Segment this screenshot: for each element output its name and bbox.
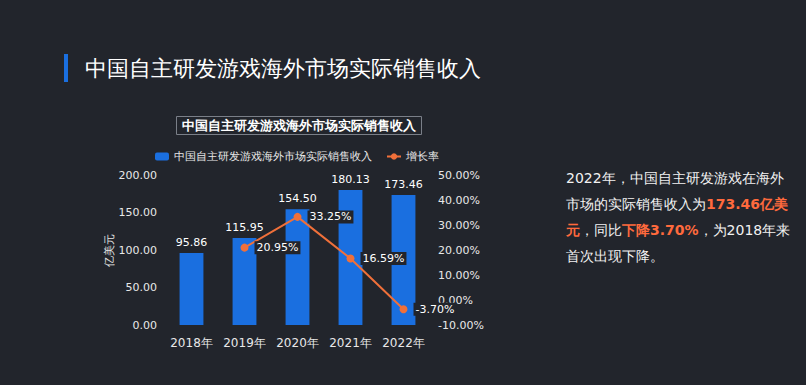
svg-text:中国自主研发游戏海外市场实际销售收入: 中国自主研发游戏海外市场实际销售收入 — [174, 150, 372, 163]
svg-text:20.00%: 20.00% — [438, 244, 480, 257]
svg-text:154.50: 154.50 — [278, 192, 317, 205]
svg-text:150.00: 150.00 — [119, 206, 158, 219]
svg-text:115.95: 115.95 — [225, 221, 264, 234]
svg-text:中国自主研发游戏海外市场实际销售收入: 中国自主研发游戏海外市场实际销售收入 — [182, 118, 417, 133]
svg-text:16.59%: 16.59% — [363, 252, 405, 265]
svg-text:2018年: 2018年 — [170, 336, 213, 350]
svg-text:-10.00%: -10.00% — [438, 319, 484, 332]
html-text:2022年，中国自主研发游戏在海外市场的实际销售收入为173: 2022年，中国自主研发游戏在海外市场的实际销售收入为173.46亿美元，同比下… — [566, 170, 791, 264]
svg-text:中国自主研发游戏海外市场实际销售收入: 中国自主研发游戏海外市场实际销售收入 — [85, 56, 481, 81]
svg-text:200.00: 200.00 — [119, 169, 158, 182]
svg-text:173.46: 173.46 — [384, 178, 423, 191]
svg-text:33.25%: 33.25% — [310, 210, 352, 223]
svg-text:-3.70%: -3.70% — [416, 303, 455, 316]
svg-text:2020年: 2020年 — [276, 336, 319, 350]
svg-text:30.00%: 30.00% — [438, 219, 480, 232]
svg-text:0.00%: 0.00% — [438, 293, 473, 307]
svg-text:亿美元: 亿美元 — [103, 234, 116, 268]
svg-text:50.00: 50.00 — [126, 281, 158, 294]
svg-text:10.00%: 10.00% — [438, 269, 480, 282]
svg-text:2021年: 2021年 — [329, 336, 372, 350]
svg-text:20.95%: 20.95% — [257, 241, 299, 254]
svg-text:增长率: 增长率 — [405, 150, 439, 163]
svg-text:100.00: 100.00 — [119, 244, 158, 257]
svg-text:2022年: 2022年 — [382, 336, 425, 350]
svg-text:2019年: 2019年 — [223, 336, 266, 350]
svg-text:40.00%: 40.00% — [438, 194, 480, 207]
svg-text:50.00%: 50.00% — [438, 169, 480, 182]
svg-text:180.13: 180.13 — [331, 173, 370, 186]
svg-text:0.00: 0.00 — [133, 319, 158, 332]
svg-text:95.86: 95.86 — [176, 236, 208, 249]
